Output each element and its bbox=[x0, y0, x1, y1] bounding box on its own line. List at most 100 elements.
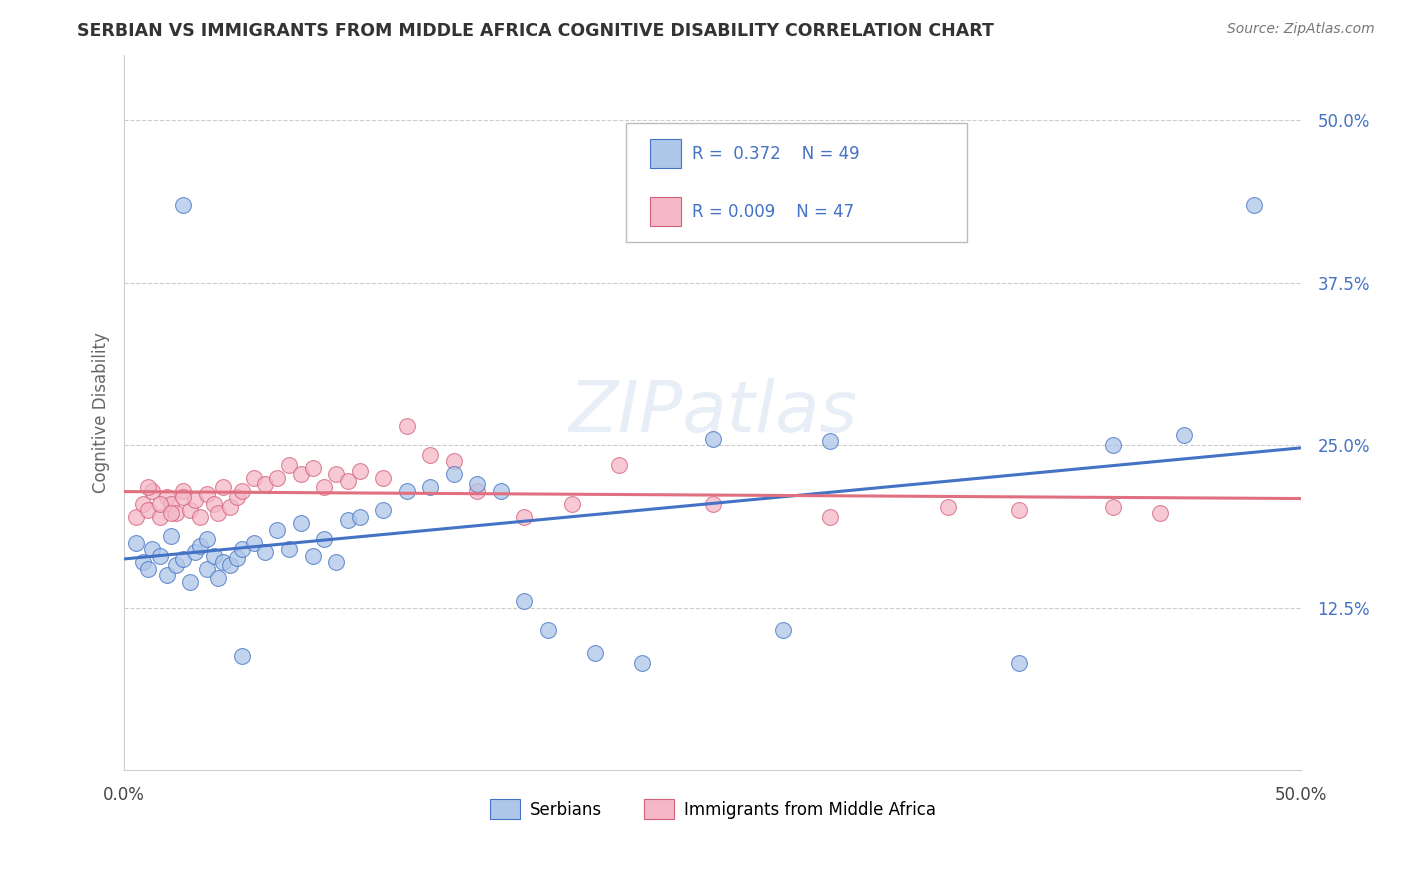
Point bbox=[395, 418, 418, 433]
Point bbox=[336, 513, 359, 527]
Point bbox=[231, 542, 253, 557]
Point bbox=[583, 646, 606, 660]
Point bbox=[373, 470, 395, 484]
Point bbox=[443, 453, 465, 467]
Point bbox=[349, 464, 371, 478]
Point bbox=[820, 509, 842, 524]
Point bbox=[125, 535, 148, 549]
Point bbox=[419, 480, 441, 494]
Point bbox=[195, 561, 218, 575]
Point bbox=[136, 503, 159, 517]
Point bbox=[165, 506, 187, 520]
Point bbox=[184, 492, 207, 507]
Point bbox=[513, 509, 536, 524]
Point bbox=[467, 477, 489, 491]
Point bbox=[254, 544, 277, 558]
Point bbox=[160, 497, 183, 511]
Point bbox=[132, 555, 155, 569]
Point bbox=[820, 434, 842, 449]
Point bbox=[1243, 197, 1265, 211]
Point bbox=[226, 551, 249, 566]
Point bbox=[290, 516, 312, 530]
Point bbox=[219, 558, 242, 572]
Point bbox=[242, 470, 264, 484]
Point bbox=[202, 497, 225, 511]
Point bbox=[165, 558, 187, 572]
Point bbox=[513, 594, 536, 608]
Point bbox=[278, 458, 301, 472]
Point bbox=[141, 483, 163, 498]
Point bbox=[1008, 503, 1031, 517]
Point bbox=[467, 483, 489, 498]
Point bbox=[419, 449, 441, 463]
Point bbox=[136, 561, 159, 575]
Point bbox=[607, 458, 630, 472]
Text: R = 0.009    N = 47: R = 0.009 N = 47 bbox=[693, 202, 855, 220]
Point bbox=[231, 648, 253, 663]
Point bbox=[148, 549, 170, 563]
Point bbox=[188, 509, 211, 524]
Point bbox=[537, 623, 560, 637]
Text: R =  0.372    N = 49: R = 0.372 N = 49 bbox=[693, 145, 860, 162]
Text: SERBIAN VS IMMIGRANTS FROM MIDDLE AFRICA COGNITIVE DISABILITY CORRELATION CHART: SERBIAN VS IMMIGRANTS FROM MIDDLE AFRICA… bbox=[77, 22, 994, 40]
Point bbox=[314, 480, 336, 494]
Point bbox=[212, 480, 235, 494]
Point bbox=[160, 506, 183, 520]
Point bbox=[184, 544, 207, 558]
Point bbox=[212, 555, 235, 569]
Point bbox=[155, 490, 177, 504]
Point bbox=[172, 197, 194, 211]
Point bbox=[702, 432, 724, 446]
Point bbox=[301, 549, 323, 563]
Point bbox=[136, 480, 159, 494]
Point bbox=[301, 461, 323, 475]
Point bbox=[560, 497, 582, 511]
Text: ZIPatlas: ZIPatlas bbox=[568, 378, 858, 447]
Point bbox=[1102, 500, 1125, 515]
Point bbox=[254, 477, 277, 491]
Point bbox=[1173, 427, 1195, 442]
Point bbox=[278, 542, 301, 557]
Point bbox=[148, 509, 170, 524]
Point bbox=[207, 571, 229, 585]
Point bbox=[226, 490, 249, 504]
Point bbox=[202, 549, 225, 563]
Point bbox=[219, 500, 242, 515]
Text: Source: ZipAtlas.com: Source: ZipAtlas.com bbox=[1227, 22, 1375, 37]
Point bbox=[242, 535, 264, 549]
Point bbox=[1008, 657, 1031, 671]
Y-axis label: Cognitive Disability: Cognitive Disability bbox=[93, 332, 110, 493]
Point bbox=[1102, 438, 1125, 452]
Point bbox=[172, 490, 194, 504]
Point bbox=[325, 555, 347, 569]
Point bbox=[443, 467, 465, 481]
Point bbox=[141, 542, 163, 557]
Point bbox=[290, 467, 312, 481]
Point bbox=[148, 497, 170, 511]
Point bbox=[125, 509, 148, 524]
Point bbox=[266, 470, 288, 484]
Point bbox=[314, 532, 336, 546]
Point bbox=[231, 483, 253, 498]
Point bbox=[631, 657, 654, 671]
Point bbox=[395, 483, 418, 498]
Point bbox=[325, 467, 347, 481]
Point bbox=[936, 500, 959, 515]
Point bbox=[1149, 506, 1171, 520]
Point bbox=[179, 503, 201, 517]
Point bbox=[489, 483, 512, 498]
Point bbox=[207, 506, 229, 520]
Point bbox=[160, 529, 183, 543]
Point bbox=[179, 574, 201, 589]
Point bbox=[373, 503, 395, 517]
Point bbox=[172, 483, 194, 498]
Point bbox=[336, 475, 359, 489]
Point bbox=[132, 497, 155, 511]
Point bbox=[702, 497, 724, 511]
Point bbox=[155, 568, 177, 582]
Legend: Serbians, Immigrants from Middle Africa: Serbians, Immigrants from Middle Africa bbox=[484, 792, 942, 826]
Point bbox=[772, 623, 794, 637]
Point bbox=[349, 509, 371, 524]
Point bbox=[172, 552, 194, 566]
Point bbox=[195, 487, 218, 501]
